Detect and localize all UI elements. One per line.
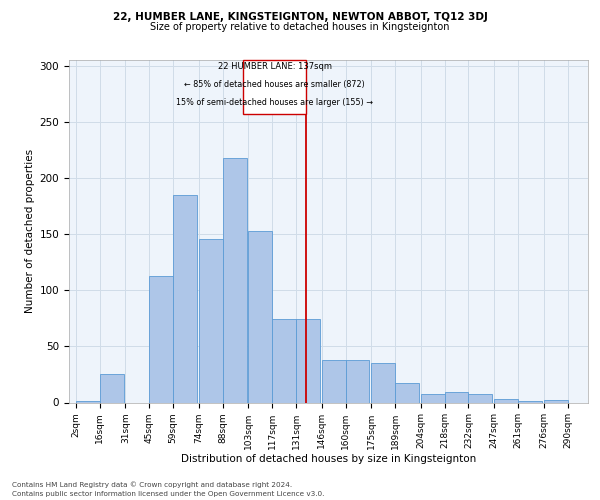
Bar bbox=[395, 384, 419, 402]
Bar bbox=[346, 360, 370, 403]
Text: Size of property relative to detached houses in Kingsteignton: Size of property relative to detached ho… bbox=[150, 22, 450, 32]
Bar bbox=[494, 399, 518, 402]
Bar bbox=[469, 394, 493, 402]
Bar bbox=[149, 276, 173, 402]
Bar bbox=[223, 158, 247, 402]
Bar bbox=[371, 363, 395, 403]
Bar bbox=[248, 230, 272, 402]
Bar bbox=[544, 400, 568, 402]
Bar bbox=[296, 320, 320, 402]
Bar bbox=[199, 238, 223, 402]
Text: Contains HM Land Registry data © Crown copyright and database right 2024.: Contains HM Land Registry data © Crown c… bbox=[12, 481, 292, 488]
Bar bbox=[100, 374, 124, 402]
Y-axis label: Number of detached properties: Number of detached properties bbox=[25, 149, 35, 314]
Bar bbox=[272, 320, 296, 402]
Text: 22, HUMBER LANE, KINGSTEIGNTON, NEWTON ABBOT, TQ12 3DJ: 22, HUMBER LANE, KINGSTEIGNTON, NEWTON A… bbox=[113, 12, 487, 22]
Bar bbox=[243, 60, 307, 114]
Text: ← 85% of detached houses are smaller (872): ← 85% of detached houses are smaller (87… bbox=[184, 80, 365, 89]
X-axis label: Distribution of detached houses by size in Kingsteignton: Distribution of detached houses by size … bbox=[181, 454, 476, 464]
Text: Contains public sector information licensed under the Open Government Licence v3: Contains public sector information licen… bbox=[12, 491, 325, 497]
Text: 22 HUMBER LANE: 137sqm: 22 HUMBER LANE: 137sqm bbox=[218, 62, 332, 71]
Text: 15% of semi-detached houses are larger (155) →: 15% of semi-detached houses are larger (… bbox=[176, 98, 373, 107]
Bar bbox=[173, 195, 197, 402]
Bar bbox=[322, 360, 346, 403]
Bar bbox=[445, 392, 469, 402]
Bar bbox=[421, 394, 445, 402]
